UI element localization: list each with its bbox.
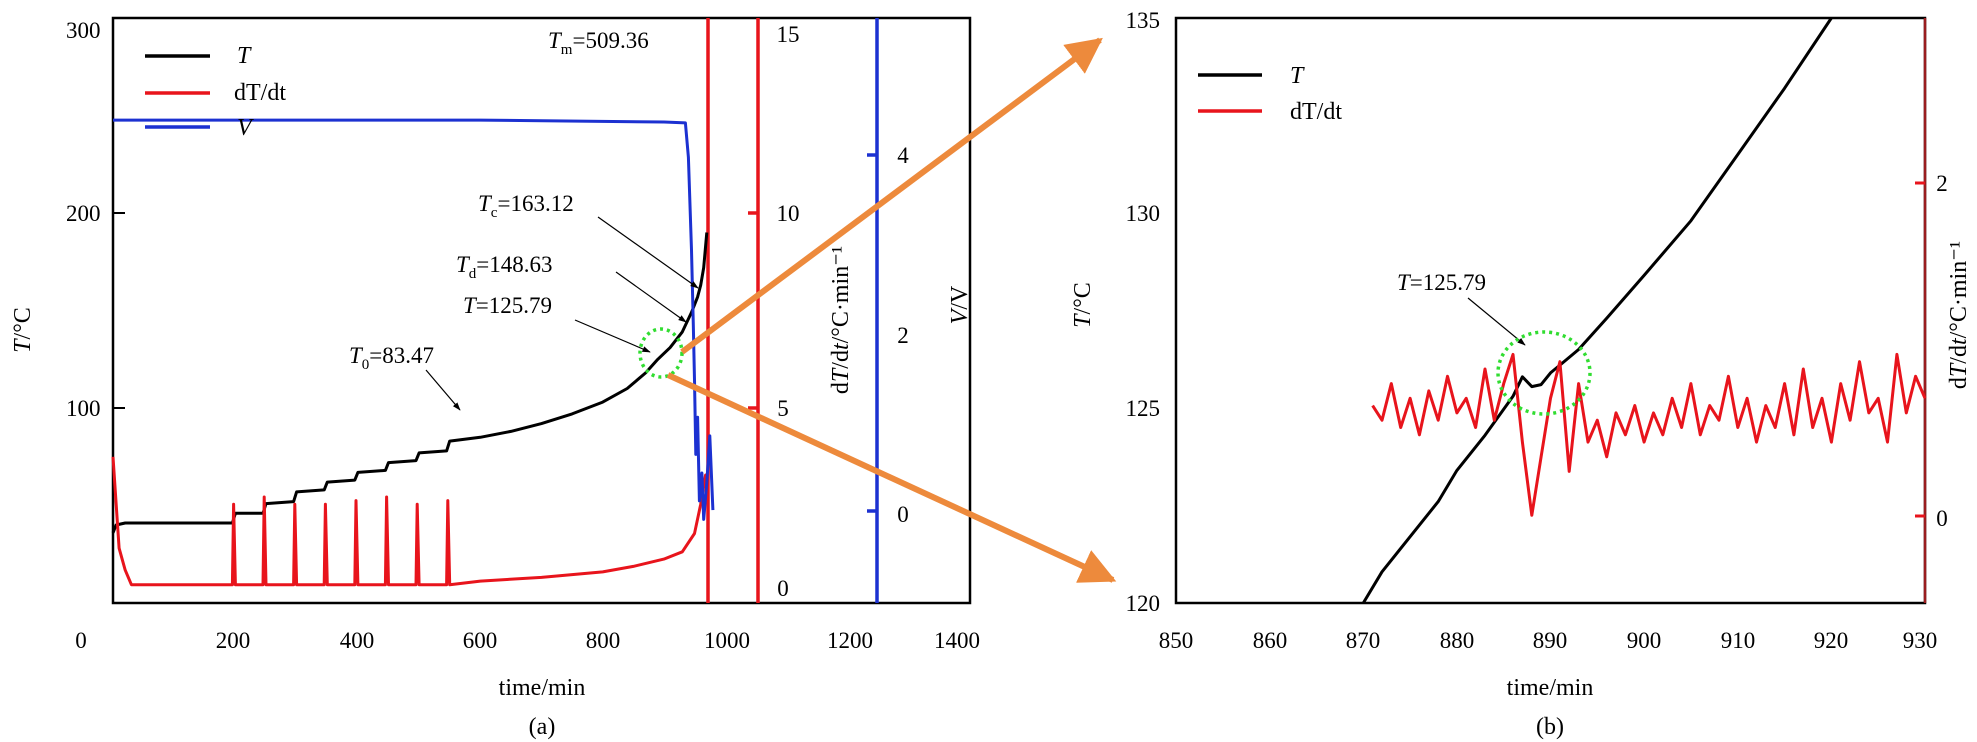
a-series-dtdt-line: [111, 456, 710, 587]
b-xtick: 890: [1533, 628, 1568, 653]
a-xtick: 600: [463, 628, 498, 653]
b-rate-tick-2: 2: [1936, 171, 1948, 196]
a-series-t-line: [111, 232, 709, 534]
a-legend-label-dTdt: dT/dt: [234, 80, 286, 106]
a-zoom-circle: [638, 327, 684, 379]
a-annot-T0: T0=83.47: [349, 343, 434, 373]
a-rate-tick-5: 5: [777, 396, 789, 421]
a-xtick: 1000: [704, 628, 750, 653]
b-xtick: 910: [1721, 628, 1756, 653]
a-volt-tick-0: 0: [897, 502, 909, 527]
a-annot-Td-sub: d: [469, 266, 477, 282]
a-xtick: 200: [216, 628, 251, 653]
a-volt-tick-2: 2: [897, 323, 909, 348]
b-xtick: 860: [1253, 628, 1288, 653]
b-ylabel-rate: dT/dt/°C·min⁻¹: [1946, 241, 1972, 389]
a-annot-Tc: Tc=163.12: [478, 191, 574, 221]
a-series-v-line: [113, 118, 715, 521]
a-rate-tick-15: 15: [777, 22, 800, 47]
b-xtick: 850: [1159, 628, 1194, 653]
b-annot-arrow-T: [1467, 297, 1526, 346]
a-xtick: 400: [340, 628, 375, 653]
panel-b: 120 125 130 135 T/°C 2 0 dT/dt/°C·min⁻¹ …: [1070, 8, 1972, 740]
a-legend-label-V: V: [237, 115, 254, 141]
a-ytick-200: 200: [66, 201, 101, 226]
a-annot-Tc-value: =163.12: [497, 191, 573, 216]
a-xtick: 800: [586, 628, 621, 653]
a-annot-T0-sub: 0: [362, 357, 370, 373]
a-caption: (a): [529, 714, 556, 740]
a-annot-arrow-T: [574, 319, 651, 353]
b-ylabel-left: T/°C: [1070, 282, 1096, 328]
b-rate-tick-0: 0: [1936, 506, 1948, 531]
b-ytick-120: 120: [1126, 591, 1161, 616]
b-series-t-line: [1362, 17, 1833, 604]
a-series-group: [111, 118, 715, 587]
b-xtick: 870: [1346, 628, 1381, 653]
panel-b-frame: [1174, 16, 1927, 605]
zoom-arrow-bottom: [666, 372, 1117, 583]
a-xlabel: time/min: [499, 675, 586, 701]
a-xtick: 1200: [827, 628, 873, 653]
a-annot-arrow-T0: [425, 369, 461, 411]
b-legend-label-dTdt: dT/dt: [1290, 99, 1342, 125]
a-annot-Td: Td=148.63: [456, 252, 553, 282]
a-xtick: 0: [75, 628, 87, 653]
a-volt-tick-4: 4: [897, 143, 909, 168]
a-legend: T dT/dt V: [145, 43, 286, 141]
b-xtick: 900: [1627, 628, 1662, 653]
a-xticks: 0 200 400 600 800 1000 1200 1400: [75, 628, 980, 653]
zoom-arrow-top: [680, 37, 1103, 355]
a-annot-arrow-Td: [615, 271, 687, 323]
a-annot-Tc-sub: c: [491, 205, 498, 221]
a-annot-arrow-Tc: [597, 216, 699, 289]
a-annot-Tm: Tm=509.36: [548, 28, 649, 58]
a-annot-T0-value: =83.47: [369, 343, 434, 368]
b-xtick: 880: [1440, 628, 1475, 653]
b-xticks: 850 860 870 880 890 900 910 920 930: [1159, 628, 1938, 653]
a-annot-T: T=125.79: [463, 293, 552, 318]
b-series-group: [1362, 17, 1927, 604]
panel-a-frame: [111, 16, 972, 605]
a-ylabel-rate: dT/dt/°C·min⁻¹: [828, 246, 854, 394]
a-annot-Td-value: =148.63: [476, 252, 552, 277]
a-legend-label-T: T: [237, 43, 252, 69]
b-caption: (b): [1536, 714, 1564, 740]
b-zoom-circle: [1496, 330, 1592, 416]
a-rate-tick-10: 10: [777, 201, 800, 226]
b-xlabel: time/min: [1507, 675, 1594, 701]
b-xtick: 920: [1814, 628, 1849, 653]
a-xtick: 1400: [934, 628, 980, 653]
b-ytick-130: 130: [1126, 201, 1161, 226]
panel-a: 100 200 300 T/°C 0 200 400 600 800 1000 …: [10, 16, 980, 740]
b-series-dtdt-line: [1371, 352, 1927, 517]
b-xtick: 930: [1903, 628, 1938, 653]
a-ytick-300: 300: [66, 18, 101, 43]
a-ytick-100: 100: [66, 396, 101, 421]
a-ylabel-left: T/°C: [10, 307, 36, 353]
b-legend-label-T: T: [1290, 63, 1305, 89]
a-annot-T-value: =125.79: [476, 293, 552, 318]
a-annot-Tm-value: =509.36: [572, 28, 648, 53]
b-ytick-125: 125: [1126, 396, 1161, 421]
b-legend: T dT/dt: [1198, 63, 1342, 125]
b-ytick-135: 135: [1126, 8, 1161, 33]
b-annot-T: T=125.79: [1397, 270, 1486, 295]
b-yticks: 120 125 130 135: [1126, 8, 1161, 616]
a-ylabel-volt: V/V: [947, 285, 973, 324]
b-annot-T-value: =125.79: [1410, 270, 1486, 295]
a-annot-Tm-sub: m: [561, 42, 573, 58]
a-rate-tick-0: 0: [777, 576, 789, 601]
